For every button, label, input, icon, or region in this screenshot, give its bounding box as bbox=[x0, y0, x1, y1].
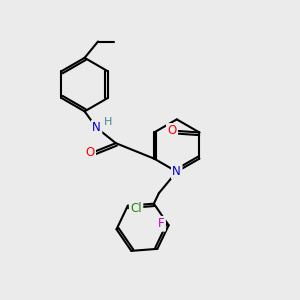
Text: Cl: Cl bbox=[130, 202, 142, 215]
Text: O: O bbox=[167, 124, 177, 137]
Text: O: O bbox=[85, 146, 94, 159]
Text: F: F bbox=[158, 217, 164, 230]
Text: N: N bbox=[92, 121, 101, 134]
Text: H: H bbox=[103, 117, 112, 128]
Text: N: N bbox=[172, 165, 181, 178]
